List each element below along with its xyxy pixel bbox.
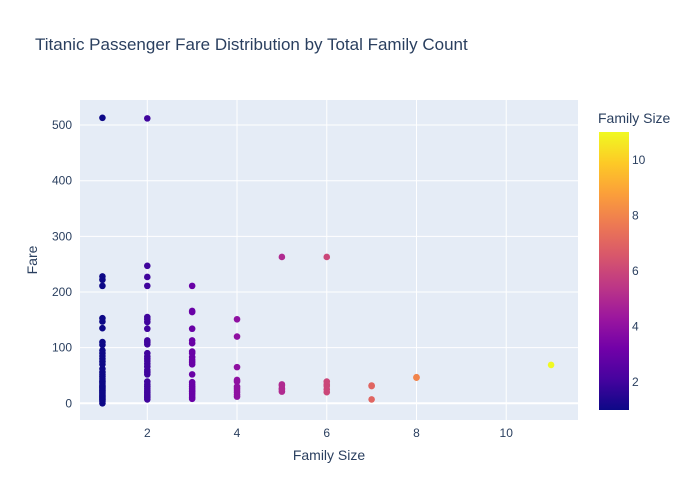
scatter-point — [143, 325, 151, 333]
scatter-point — [188, 378, 196, 386]
scatter-point — [188, 348, 196, 355]
scatter-point — [143, 337, 151, 344]
chart-title: Titanic Passenger Fare Distribution by T… — [35, 35, 468, 54]
scatter-point — [547, 361, 555, 369]
y-tick-label: 100 — [52, 341, 72, 355]
scatter-point — [413, 373, 420, 381]
scatter-point — [143, 349, 151, 357]
scatter-point — [233, 363, 241, 371]
scatter-point — [233, 315, 241, 323]
scatter-point — [368, 396, 375, 403]
x-tick-label: 2 — [144, 426, 151, 440]
y-tick-label: 300 — [52, 229, 72, 243]
scatter-point — [188, 337, 196, 344]
scatter-point — [233, 383, 241, 390]
scatter-point — [143, 313, 151, 321]
scatter-point — [143, 262, 151, 270]
colorbar-tick-label: 8 — [632, 208, 639, 222]
scatter-point — [323, 253, 331, 261]
y-tick-label: 0 — [65, 396, 72, 410]
colorbar-tick-label: 10 — [632, 153, 646, 167]
data-points — [99, 114, 555, 407]
scatter-point — [233, 333, 241, 340]
scatter-point — [99, 324, 106, 332]
y-tick-label: 400 — [52, 174, 72, 188]
x-tick-label: 8 — [413, 426, 420, 440]
scatter-point — [188, 371, 196, 378]
scatter-point — [188, 307, 196, 315]
scatter-point — [99, 347, 106, 354]
x-tick-label: 6 — [323, 426, 330, 440]
colorbar — [599, 132, 629, 410]
colorbar-tick-label: 2 — [632, 375, 639, 389]
scatter-point — [99, 282, 106, 290]
x-tick-label: 4 — [234, 426, 241, 440]
scatter-point — [99, 273, 106, 280]
colorbar-ticks: 2 4 6 8 10 — [632, 153, 646, 389]
y-tick-label: 200 — [52, 285, 72, 299]
scatter-point — [323, 378, 331, 385]
scatter-point — [143, 273, 151, 281]
grid-lines — [80, 100, 578, 420]
scatter-point — [99, 314, 106, 322]
scatter-point — [368, 382, 375, 389]
plot-area — [80, 100, 578, 420]
scatter-point — [143, 378, 151, 385]
x-axis-title: Family Size — [293, 447, 366, 463]
scatter-point — [233, 376, 241, 384]
x-tick-label: 10 — [500, 426, 514, 440]
scatter-point — [143, 115, 151, 122]
scatter-point — [188, 282, 196, 290]
scatter-point — [278, 253, 286, 261]
colorbar-title: Family Size — [598, 110, 671, 126]
y-tick-label: 500 — [52, 118, 72, 132]
scatter-point — [188, 325, 196, 333]
colorbar-tick-label: 6 — [632, 264, 639, 278]
y-axis-title: Fare — [24, 245, 40, 274]
scatter-point — [99, 338, 106, 346]
scatter-point — [278, 381, 286, 388]
colorbar-tick-label: 4 — [632, 320, 639, 334]
scatter-point — [143, 282, 151, 290]
scatter-point — [99, 114, 106, 122]
